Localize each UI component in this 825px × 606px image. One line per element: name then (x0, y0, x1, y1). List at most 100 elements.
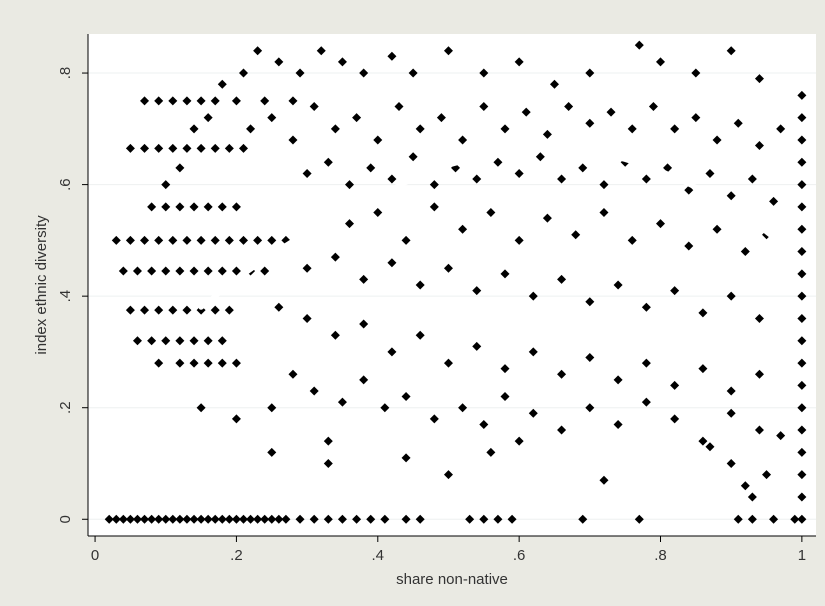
scatter-point (147, 266, 157, 276)
scatter-point (670, 380, 680, 390)
scatter-point (670, 414, 680, 424)
scatter-point (606, 107, 616, 117)
fitted-curve (198, 145, 805, 310)
scatter-point (196, 403, 206, 413)
scatter-point (337, 397, 347, 407)
scatter-point (182, 96, 192, 106)
scatter-point (458, 224, 468, 234)
scatter-point (161, 180, 171, 190)
scatter-point (154, 235, 164, 245)
scatter-point (797, 380, 807, 390)
scatter-point (345, 219, 355, 229)
scatter-point (443, 263, 453, 273)
scatter-point (599, 180, 609, 190)
scatter-point (189, 336, 199, 346)
scatter-point (238, 143, 248, 153)
scatter-point (323, 458, 333, 468)
scatter-point (549, 79, 559, 89)
scatter-point (210, 96, 220, 106)
scatter-point (670, 286, 680, 296)
scatter-point (125, 143, 135, 153)
scatter-point (196, 143, 206, 153)
scatter-point (154, 143, 164, 153)
scatter-point (380, 514, 390, 524)
scatter-point (500, 392, 510, 402)
y-tick-label: .6 (57, 178, 74, 191)
scatter-point (210, 235, 220, 245)
scatter-point (175, 358, 185, 368)
scatter-point (641, 174, 651, 184)
scatter-point (253, 46, 263, 56)
scatter-point (168, 143, 178, 153)
scatter-point (132, 514, 142, 524)
scatter-point (147, 336, 157, 346)
scatter-point (663, 163, 673, 173)
scatter-point (542, 129, 552, 139)
scatter-point (309, 514, 319, 524)
scatter-point (634, 40, 644, 50)
scatter-point (797, 336, 807, 346)
scatter-point (613, 375, 623, 385)
scatter-point (429, 180, 439, 190)
scatter-point (797, 313, 807, 323)
scatter-point (486, 207, 496, 217)
scatter-point (168, 514, 178, 524)
scatter-point (571, 230, 581, 240)
scatter-point (168, 305, 178, 315)
scatter-point (726, 291, 736, 301)
scatter-point (366, 514, 376, 524)
scatter-point (472, 341, 482, 351)
scatter-point (705, 442, 715, 452)
scatter-point (557, 369, 567, 379)
scatter-point (161, 266, 171, 276)
scatter-point (641, 302, 651, 312)
scatter-point (578, 514, 588, 524)
scatter-point (769, 196, 779, 206)
scatter-point (189, 266, 199, 276)
scatter-point (726, 458, 736, 468)
scatter-point (154, 305, 164, 315)
scatter-point (231, 266, 241, 276)
scatter-point (161, 514, 171, 524)
scatter-point (776, 431, 786, 441)
scatter-point (161, 202, 171, 212)
scatter-point (429, 202, 439, 212)
scatter-point (203, 358, 213, 368)
scatter-point (415, 514, 425, 524)
scatter-point (224, 143, 234, 153)
scatter-point (493, 514, 503, 524)
scatter-point (415, 330, 425, 340)
scatter-point (189, 202, 199, 212)
scatter-point (224, 514, 234, 524)
scatter-point (111, 235, 121, 245)
scatter-point (323, 514, 333, 524)
scatter-point (754, 313, 764, 323)
scatter-point (260, 514, 270, 524)
scatter-point (168, 96, 178, 106)
scatter-point (125, 305, 135, 315)
scatter-point (443, 358, 453, 368)
scatter-point (359, 375, 369, 385)
scatter-point (726, 46, 736, 56)
scatter-point (330, 124, 340, 134)
scatter-point (345, 180, 355, 190)
scatter-point (712, 135, 722, 145)
scatter-point (196, 235, 206, 245)
scatter-point (528, 291, 538, 301)
scatter-point (747, 174, 757, 184)
scatter-point (253, 514, 263, 524)
scatter-point (733, 514, 743, 524)
scatter-point (797, 224, 807, 234)
x-tick-label: .2 (230, 547, 243, 564)
scatter-point (302, 168, 312, 178)
scatter-point (203, 202, 213, 212)
scatter-point (401, 514, 411, 524)
scatter-point (401, 392, 411, 402)
scatter-point (182, 305, 192, 315)
scatter-point (147, 514, 157, 524)
scatter-point (458, 135, 468, 145)
scatter-point (500, 364, 510, 374)
scatter-point (352, 113, 362, 123)
y-tick-label: .2 (57, 401, 74, 414)
scatter-point (776, 124, 786, 134)
